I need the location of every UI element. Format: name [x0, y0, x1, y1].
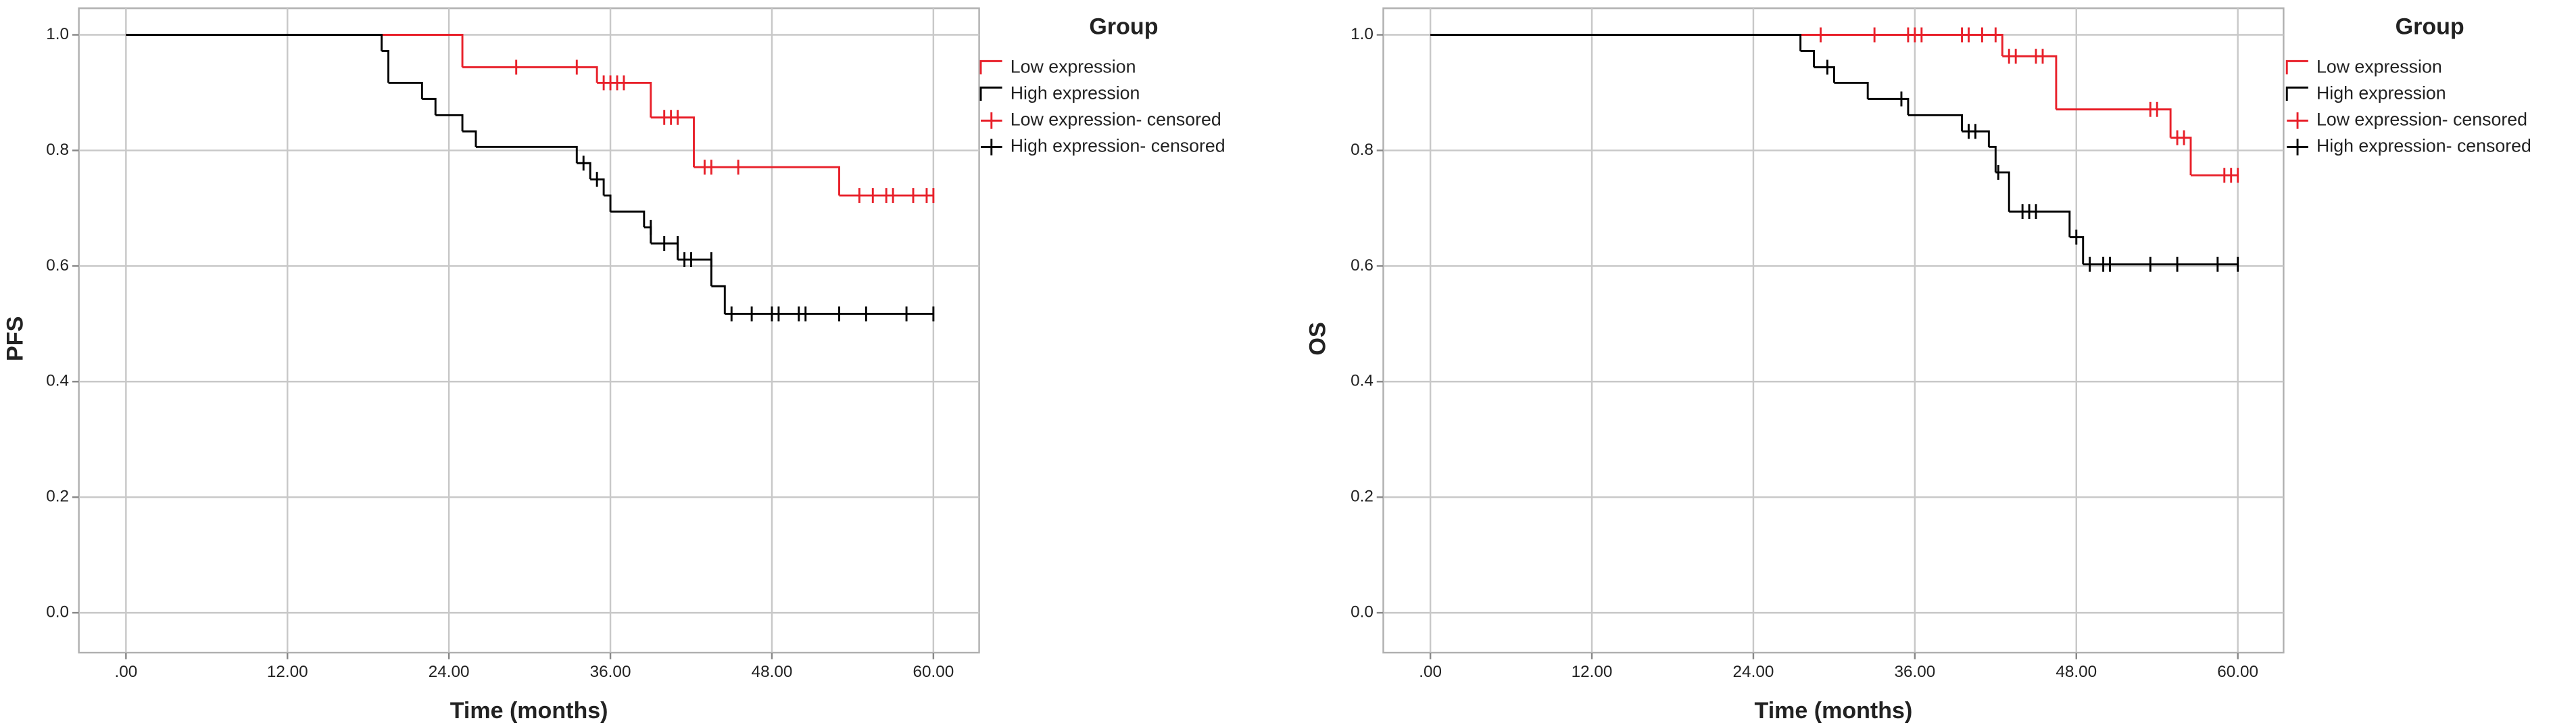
- x-tick-label: 48.00: [752, 663, 793, 681]
- y-tick-label: 0.4: [46, 372, 69, 390]
- legend-label: High expression- censored: [1011, 135, 1225, 156]
- legend-swatch: [980, 139, 1002, 156]
- legend-swatch: [2287, 139, 2308, 156]
- survival-step: [2069, 236, 2085, 264]
- survival-step: [610, 210, 646, 228]
- x-tick-label: 60.00: [2217, 663, 2258, 681]
- legend-label: Low expression: [2316, 56, 2442, 76]
- y-axis-title: OS: [1305, 322, 1331, 355]
- legend-swatch: [979, 87, 1002, 101]
- x-tick-label: 60.00: [913, 663, 954, 681]
- x-axis-title: Time (months): [450, 698, 608, 724]
- y-tick-label: 0.0: [46, 603, 69, 621]
- y-axis-title: PFS: [2, 316, 28, 362]
- survival-step: [1907, 114, 1964, 132]
- x-tick-label: .00: [114, 663, 137, 681]
- survival-step: [1814, 66, 1835, 83]
- survival-step: [1995, 171, 2010, 212]
- survival-step: [2002, 55, 2058, 110]
- survival-step: [462, 66, 598, 83]
- x-tick-label: 36.00: [1894, 663, 1935, 681]
- x-axis-title: Time (months): [1755, 698, 1913, 724]
- x-tick-label: 24.00: [1733, 663, 1774, 681]
- legend-label: Low expression- censored: [2316, 109, 2527, 129]
- legend-label: High expression- censored: [2316, 135, 2531, 156]
- legend-label: Low expression- censored: [1011, 109, 1221, 129]
- survival-step: [381, 49, 390, 83]
- legend-swatch: [979, 60, 1002, 74]
- survival-step: [1989, 145, 1997, 172]
- survival-step: [462, 130, 477, 147]
- legend-label: Low expression: [1011, 56, 1136, 76]
- x-tick-label: 48.00: [2056, 663, 2097, 681]
- y-tick-label: 0.8: [1351, 141, 1374, 159]
- survival-step: [590, 178, 605, 196]
- km-chart: 0.0 0.2 0.4 0.6 0.8 1.0 .00 12.00 24.00 36.00 48.0…: [2, 7, 1225, 724]
- y-tick-label: 1.0: [46, 25, 69, 43]
- survival-step: [1800, 49, 1816, 68]
- survival-step: [388, 81, 423, 99]
- y-tick-label: 1.0: [1351, 25, 1374, 43]
- legend-label: High expression: [1011, 83, 1140, 103]
- legend-title: Group: [2396, 14, 2464, 39]
- survival-step: [2056, 108, 2172, 138]
- survival-step: [597, 81, 652, 118]
- x-tick-label: 36.00: [590, 663, 631, 681]
- y-tick-label: 0.0: [1351, 603, 1374, 621]
- plot-area: [78, 7, 980, 654]
- y-tick-label: 0.8: [46, 141, 69, 159]
- x-tick-label: 24.00: [429, 663, 470, 681]
- survival-step: [577, 162, 591, 180]
- y-tick-label: 0.6: [46, 256, 69, 275]
- legend-swatch: [2285, 60, 2308, 74]
- y-tick-label: 0.2: [1351, 488, 1374, 506]
- survival-step: [1868, 97, 1910, 116]
- survival-step: [694, 166, 840, 196]
- y-tick-label: 0.4: [1351, 372, 1374, 390]
- x-tick-label: 12.00: [1572, 663, 1613, 681]
- y-tick-label: 0.6: [1351, 256, 1374, 275]
- km-chart: 0.0 0.2 0.4 0.6 0.8 1.0 .00 12.00 24.00 36.00 48.0…: [1305, 7, 2531, 724]
- legend-label: High expression: [2316, 83, 2446, 103]
- survival-step: [1430, 34, 1802, 51]
- x-tick-label: .00: [1419, 663, 1442, 681]
- x-tick-label: 12.00: [267, 663, 308, 681]
- survival-step: [422, 97, 437, 116]
- survival-step: [475, 145, 578, 164]
- legend-title: Group: [1089, 14, 1158, 39]
- survival-step: [711, 285, 726, 314]
- legend-swatch: [980, 112, 1002, 129]
- survival-step: [604, 194, 612, 212]
- plot-area: [1382, 7, 2285, 654]
- survival-step: [435, 114, 464, 132]
- survival-step: [1834, 81, 1869, 99]
- survival-step: [1962, 130, 1990, 147]
- survival-step: [126, 34, 383, 51]
- legend-swatch: [2287, 112, 2308, 129]
- y-tick-label: 0.2: [46, 488, 69, 506]
- legend-swatch: [2285, 87, 2308, 101]
